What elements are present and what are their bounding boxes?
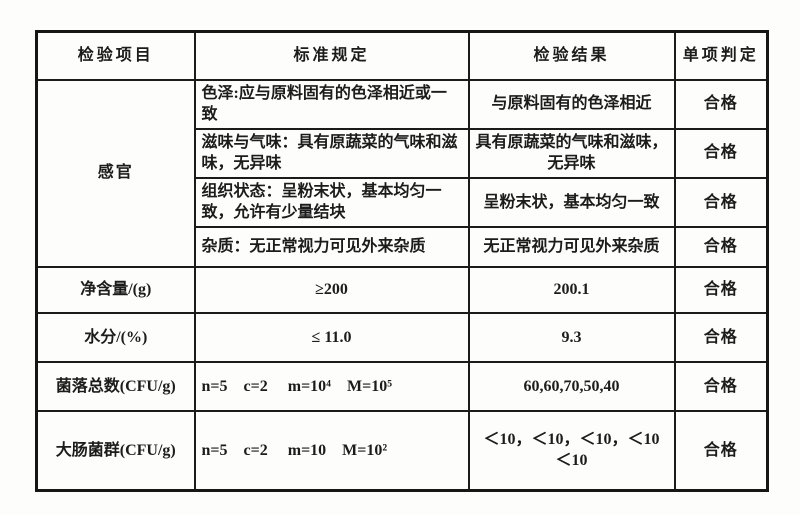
standard-cell: 组织状态：呈粉末状，基本均匀一致，允许有少量结块 bbox=[193, 176, 470, 229]
table-row-taste-odor: 滋味与气味：具有原蔬菜的气味和滋味，无异味 具有原蔬菜的气味和滋味， 无异味 合… bbox=[37, 127, 769, 179]
verdict-cell: 合格 bbox=[673, 312, 769, 364]
verdict-cell: 合格 bbox=[673, 78, 769, 130]
header-standard: 标准规定 bbox=[193, 30, 470, 81]
header-inspection-item: 检验项目 bbox=[35, 30, 196, 81]
verdict-cell: 合格 bbox=[673, 176, 769, 229]
verdict-cell: 合格 bbox=[673, 127, 769, 179]
result-cell: 具有原蔬菜的气味和滋味， 无异味 bbox=[467, 127, 676, 179]
table-row-impurity: 杂质：无正常视力可见外来杂质 无正常视力可见外来杂质 合格 bbox=[37, 226, 769, 269]
standard-cell: 杂质：无正常视力可见外来杂质 bbox=[193, 226, 470, 269]
result-cell: 200.1 bbox=[467, 266, 676, 315]
verdict-cell: 合格 bbox=[673, 361, 769, 413]
item-cell: 大肠菌群(CFU/g) bbox=[35, 410, 196, 492]
item-cell: 水分/(%) bbox=[35, 312, 196, 364]
result-cell: 无正常视力可见外来杂质 bbox=[467, 226, 676, 269]
table-row-coliform: 大肠菌群(CFU/g) n=5 c=2 m=10 M=10² ＜10，＜10，＜… bbox=[35, 410, 769, 492]
table-row-net-content: 净含量/(g) ≥200 200.1 合格 bbox=[35, 266, 769, 315]
table-row-total-plate-count: 菌落总数(CFU/g) n=5 c=2 m=10⁴ M=10⁵ 60,60,70… bbox=[35, 361, 769, 413]
standard-cell: 色泽:应与原料固有的色泽相近或一致 bbox=[193, 78, 470, 130]
standard-cell: ≥200 bbox=[193, 266, 470, 315]
sensory-group-cell: 感官 bbox=[35, 78, 196, 269]
verdict-cell: 合格 bbox=[673, 226, 769, 269]
standard-cell: n=5 c=2 m=10⁴ M=10⁵ bbox=[193, 361, 470, 413]
table-header-row: 检验项目 标准规定 检验结果 单项判定 bbox=[35, 30, 769, 81]
table-row-texture: 组织状态：呈粉末状，基本均匀一致，允许有少量结块 呈粉末状，基本均匀一致 合格 bbox=[37, 176, 769, 229]
header-verdict: 单项判定 bbox=[673, 30, 769, 81]
item-cell: 净含量/(g) bbox=[35, 266, 196, 315]
verdict-cell: 合格 bbox=[673, 410, 769, 492]
table-row-color: 感官 色泽:应与原料固有的色泽相近或一致 与原料固有的色泽相近 合格 bbox=[35, 78, 769, 269]
standard-cell: n=5 c=2 m=10 M=10² bbox=[193, 410, 470, 492]
result-cell: 呈粉末状，基本均匀一致 bbox=[467, 176, 676, 229]
header-result: 检验结果 bbox=[467, 30, 676, 81]
verdict-cell: 合格 bbox=[673, 266, 769, 315]
result-cell: 与原料固有的色泽相近 bbox=[467, 78, 676, 130]
result-cell: ＜10，＜10，＜10，＜10 ＜10 bbox=[467, 410, 676, 492]
result-cell: 9.3 bbox=[467, 312, 676, 364]
standard-cell: 滋味与气味：具有原蔬菜的气味和滋味，无异味 bbox=[193, 127, 470, 179]
item-cell: 菌落总数(CFU/g) bbox=[35, 361, 196, 413]
inspection-results-table: 检验项目 标准规定 检验结果 单项判定 感官 色泽:应与原料固有的色泽相近或一致… bbox=[35, 30, 769, 492]
standard-cell: ≤ 11.0 bbox=[193, 312, 470, 364]
result-cell: 60,60,70,50,40 bbox=[467, 361, 676, 413]
table-row-moisture: 水分/(%) ≤ 11.0 9.3 合格 bbox=[35, 312, 769, 364]
